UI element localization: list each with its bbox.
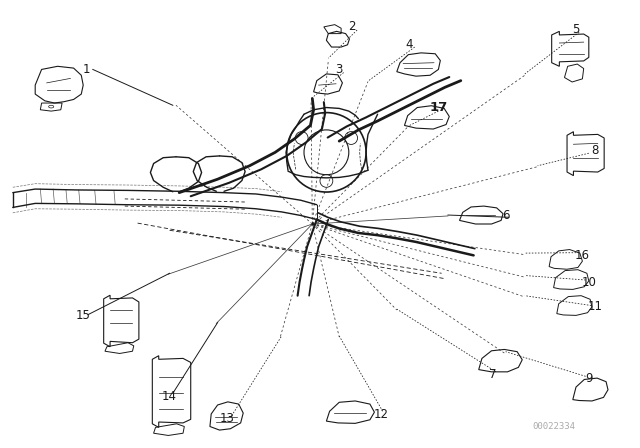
Text: 11: 11 [588,300,603,314]
Text: 5: 5 [572,22,580,36]
Text: 7: 7 [489,367,497,381]
Text: 1: 1 [83,63,90,76]
Text: 12: 12 [373,408,388,421]
Text: 8: 8 [591,143,599,157]
Text: 3: 3 [335,63,343,76]
Text: 4: 4 [406,38,413,52]
Text: 16: 16 [575,249,590,262]
Text: 2: 2 [348,20,356,34]
Text: 9: 9 [585,372,593,385]
Text: 15: 15 [76,309,91,323]
Text: 13: 13 [220,412,235,426]
Text: 14: 14 [162,390,177,403]
Text: 00022334: 00022334 [532,422,575,431]
Text: 10: 10 [581,276,596,289]
Text: 6: 6 [502,208,509,222]
Text: 17: 17 [429,101,447,114]
